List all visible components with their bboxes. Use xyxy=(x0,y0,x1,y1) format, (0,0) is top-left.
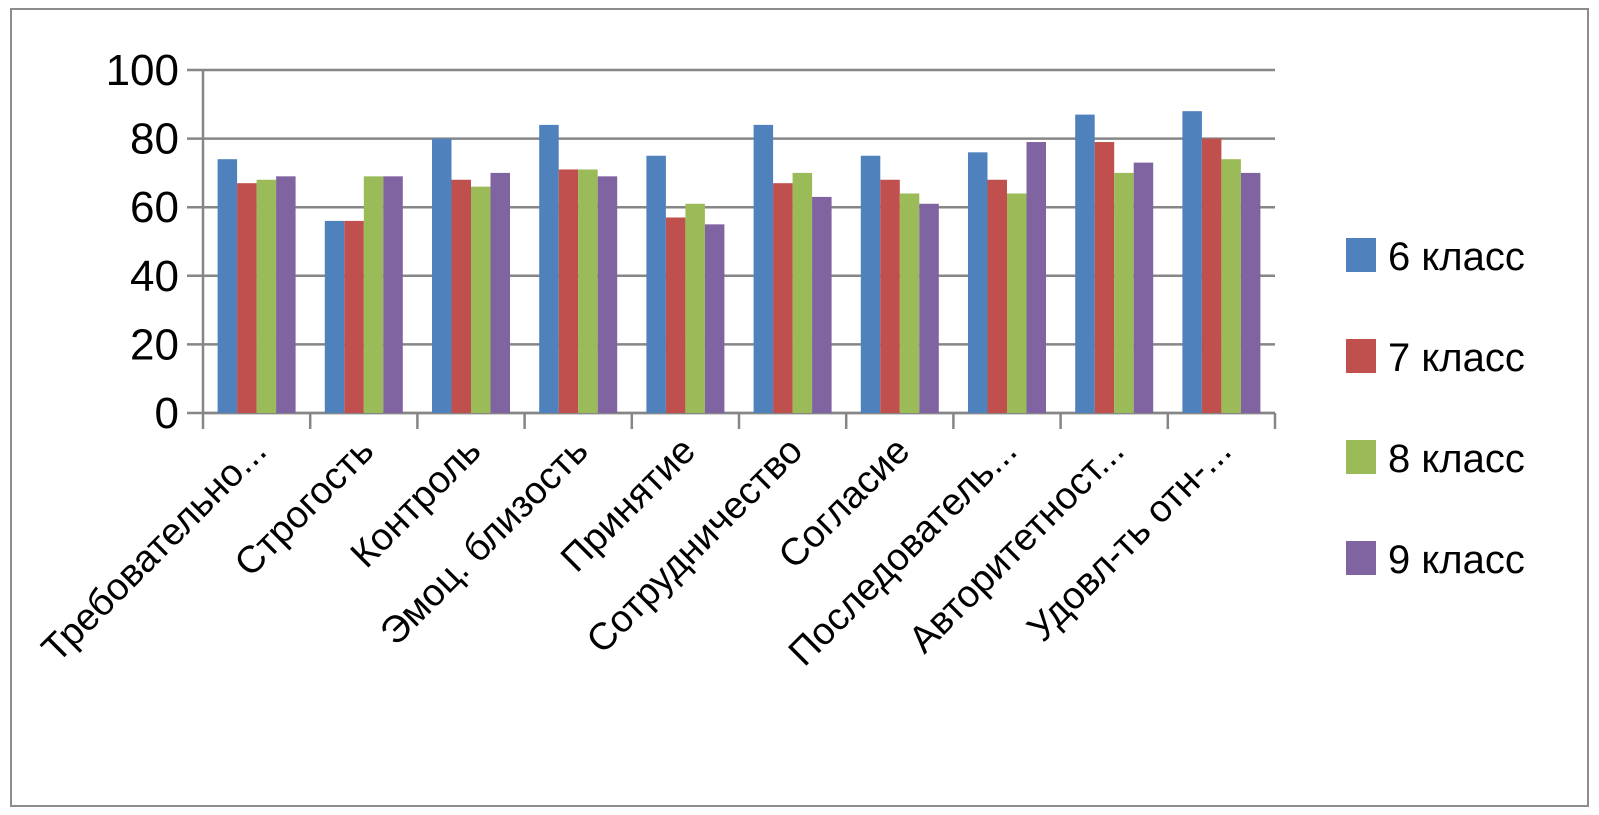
bar-6-klass xyxy=(217,159,238,413)
y-tick-label: 0 xyxy=(155,389,179,438)
bar-9-klass xyxy=(1026,142,1046,413)
y-tick-label: 20 xyxy=(130,320,179,369)
x-category-label: Удовл-ть отн-... xyxy=(1020,430,1240,650)
bar-8-klass xyxy=(899,193,920,413)
bar-7-klass xyxy=(773,183,793,413)
bar-6-klass xyxy=(1182,111,1202,413)
bar-7-klass xyxy=(987,179,1007,413)
bar-7-klass xyxy=(451,179,471,413)
y-tick-label: 60 xyxy=(130,183,179,232)
bar-9-klass xyxy=(1240,172,1261,413)
bar-7-klass xyxy=(558,169,579,413)
bar-8-klass xyxy=(685,203,705,413)
bar-9-klass xyxy=(704,224,725,413)
bar-6-klass xyxy=(1075,114,1095,413)
bar-9-klass xyxy=(812,196,832,413)
y-tick-label: 80 xyxy=(130,115,179,164)
legend-swatch xyxy=(1346,440,1376,474)
legend-label: 7 класс xyxy=(1388,336,1525,380)
y-tick-label: 100 xyxy=(106,46,179,95)
legend-label: 6 класс xyxy=(1388,235,1525,279)
bar-6-klass xyxy=(539,124,559,413)
bar-6-klass xyxy=(860,155,881,413)
bar-8-klass xyxy=(1221,159,1241,413)
y-tick-label: 40 xyxy=(130,252,179,301)
bar-7-klass xyxy=(344,220,364,413)
bar-8-klass xyxy=(1114,172,1134,413)
bar-9-klass xyxy=(383,176,403,413)
bar-7-klass xyxy=(880,179,900,413)
bar-6-klass xyxy=(646,155,666,413)
bar-8-klass xyxy=(1007,193,1027,413)
bar-6-klass xyxy=(753,124,774,413)
legend-label: 8 класс xyxy=(1388,437,1525,481)
bar-7-klass xyxy=(1094,142,1115,413)
bar-9-klass xyxy=(597,176,618,413)
bar-6-klass xyxy=(324,220,345,413)
bar-8-klass xyxy=(256,179,277,413)
bar-7-klass xyxy=(665,217,686,413)
bar-7-klass xyxy=(237,183,257,413)
bar-6-klass xyxy=(432,138,452,413)
bar-8-klass xyxy=(792,172,813,413)
bar-7-klass xyxy=(1201,138,1222,413)
legend-swatch xyxy=(1346,238,1376,272)
bar-9-klass xyxy=(276,176,296,413)
bar-8-klass xyxy=(578,169,598,413)
bar-9-klass xyxy=(1133,162,1154,413)
bar-6-klass xyxy=(968,152,988,413)
bar-9-klass xyxy=(490,172,510,413)
bar-9-klass xyxy=(919,203,939,413)
legend-swatch xyxy=(1346,339,1376,373)
bar-8-klass xyxy=(471,186,491,413)
bar-8-klass xyxy=(363,176,384,413)
legend-label: 9 класс xyxy=(1388,538,1525,582)
legend-swatch xyxy=(1346,541,1376,575)
